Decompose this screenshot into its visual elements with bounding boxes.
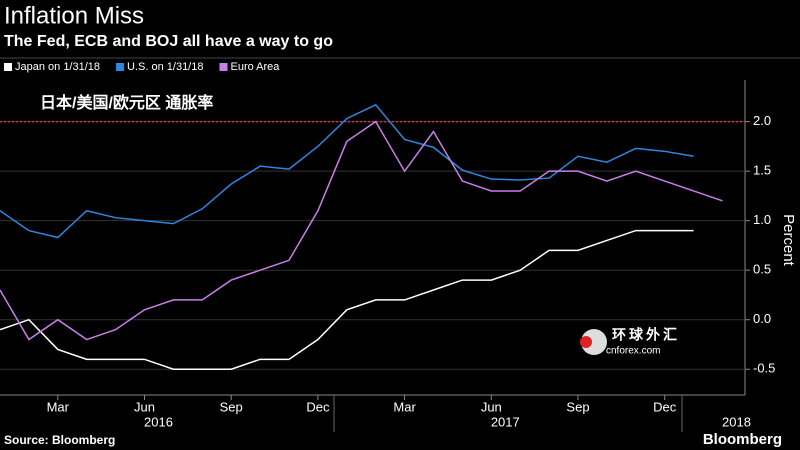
x-tick-label: Mar xyxy=(47,399,70,414)
watermark-logo xyxy=(580,336,592,348)
year-label: 2017 xyxy=(491,414,520,429)
year-label: 2018 xyxy=(722,414,751,429)
x-tick-label: Dec xyxy=(653,399,677,414)
y-axis-label: Percent xyxy=(780,214,797,267)
legend-label: Japan on 1/31/18 xyxy=(15,61,100,73)
x-tick-label: Jun xyxy=(481,399,502,414)
watermark-logo xyxy=(581,329,607,355)
x-tick-label: Sep xyxy=(566,399,589,414)
y-tick-label: 1.0 xyxy=(753,212,771,227)
x-tick-label: Jun xyxy=(134,399,155,414)
x-tick-label: Mar xyxy=(393,399,416,414)
x-tick-label: Dec xyxy=(306,399,330,414)
series-line xyxy=(0,120,723,341)
y-tick-label: 0.5 xyxy=(753,262,771,277)
watermark: cnforex.com xyxy=(606,346,660,357)
legend-swatch xyxy=(116,63,125,71)
y-tick-label: -0.5 xyxy=(753,361,775,376)
source: Source: Bloomberg xyxy=(4,433,115,447)
series-line xyxy=(0,103,694,239)
legend-label: Euro Area xyxy=(230,61,280,73)
legend-label: U.S. on 1/31/18 xyxy=(127,61,203,73)
y-tick-label: 1.5 xyxy=(753,163,771,178)
series-line xyxy=(0,229,694,370)
watermark: 环球外汇 xyxy=(612,327,680,343)
year-label: 2016 xyxy=(144,414,173,429)
chart-subtitle: The Fed, ECB and BOJ all have a way to g… xyxy=(4,33,333,50)
y-tick-label: 2.0 xyxy=(753,113,771,128)
x-tick-label: Sep xyxy=(220,399,243,414)
chart-title: Inflation Miss xyxy=(4,2,144,29)
legend-swatch xyxy=(219,63,228,71)
legend-swatch xyxy=(4,63,12,71)
brand: Bloomberg xyxy=(703,431,782,448)
y-tick-label: 0.0 xyxy=(753,311,771,326)
annotation: 日本/美国/欧元区 通胀率 xyxy=(40,93,213,112)
